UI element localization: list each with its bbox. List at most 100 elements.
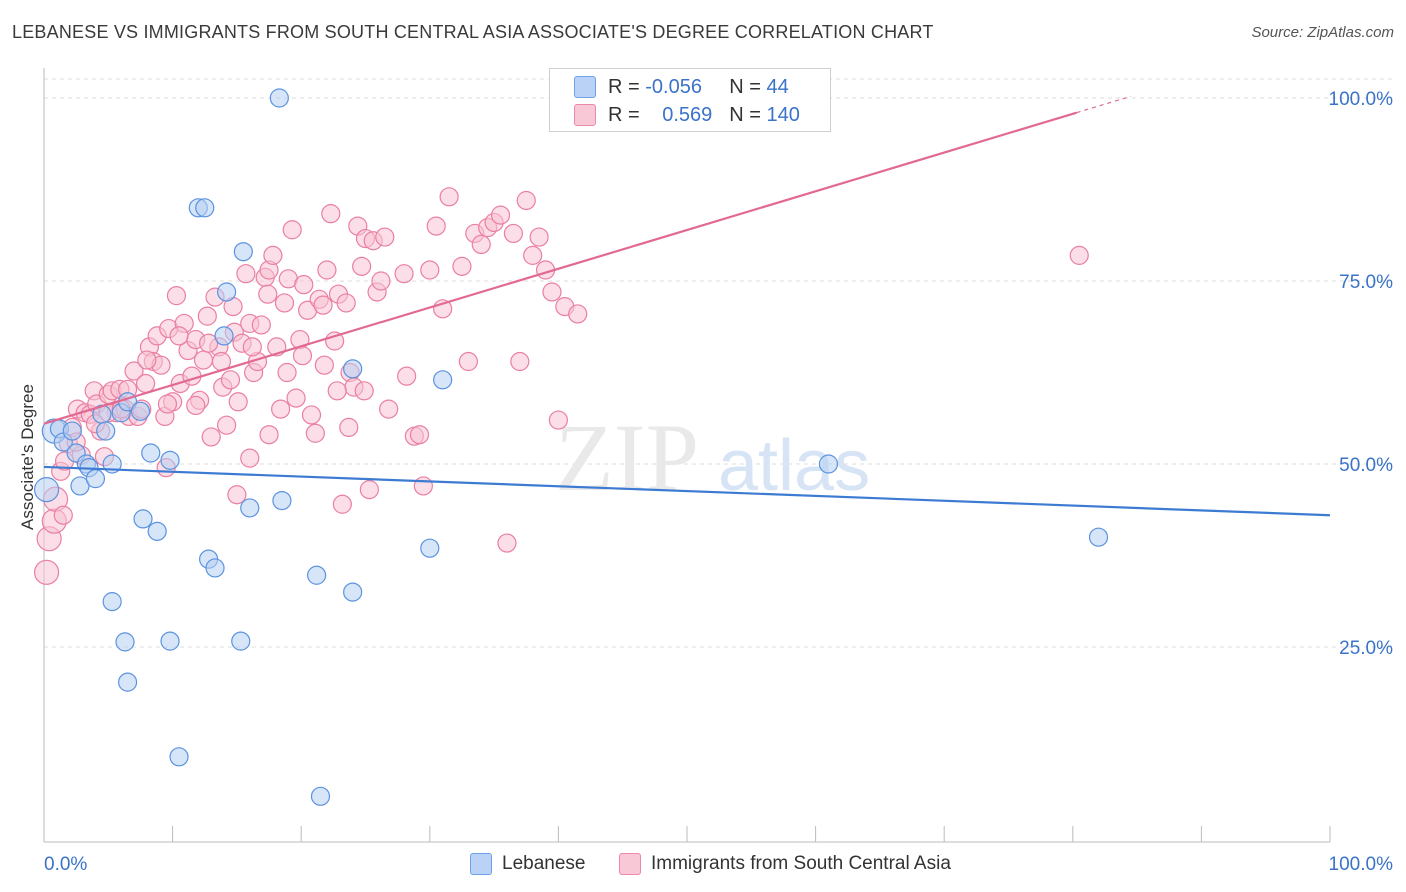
series-points bbox=[33, 88, 1109, 806]
data-point bbox=[274, 293, 295, 313]
bottom-legend-south-central-asia: Immigrants from South Central Asia bbox=[619, 852, 951, 876]
data-point bbox=[277, 362, 297, 383]
data-point bbox=[314, 355, 334, 375]
watermark: ZIP atlas bbox=[555, 404, 870, 511]
n-label: N = bbox=[729, 75, 761, 98]
data-point bbox=[160, 450, 180, 470]
chart-title: LEBANESE VS IMMIGRANTS FROM SOUTH CENTRA… bbox=[12, 22, 934, 42]
data-point bbox=[516, 190, 536, 211]
r-label: R = bbox=[608, 75, 640, 98]
correlation-legend: R = -0.056 N = 44 R = 0.569 N = 140 bbox=[549, 68, 831, 132]
data-point bbox=[354, 381, 374, 401]
data-point bbox=[321, 204, 341, 224]
trend-line-south-central-asia bbox=[43, 111, 1077, 425]
y-tick-label: 75.0% bbox=[1339, 272, 1393, 293]
data-point bbox=[236, 264, 256, 284]
data-point bbox=[186, 395, 206, 416]
r-label: R = bbox=[608, 103, 640, 126]
data-point bbox=[166, 286, 187, 306]
data-point bbox=[242, 337, 262, 357]
data-point bbox=[220, 370, 241, 390]
data-point bbox=[343, 582, 363, 602]
data-point bbox=[471, 234, 491, 254]
trend-line-extension bbox=[1076, 95, 1131, 114]
data-point bbox=[217, 415, 237, 435]
data-point bbox=[195, 198, 215, 218]
x-tick-label-left: 0.0% bbox=[44, 854, 87, 875]
data-point bbox=[529, 227, 549, 247]
data-point bbox=[231, 631, 251, 651]
data-point bbox=[420, 538, 440, 558]
bottom-legend-label-south-central-asia: Immigrants from South Central Asia bbox=[651, 853, 951, 874]
data-point bbox=[359, 480, 379, 500]
data-point bbox=[336, 293, 356, 313]
data-point bbox=[452, 256, 472, 276]
series-points bbox=[33, 187, 1089, 585]
data-point bbox=[343, 359, 363, 379]
data-point bbox=[141, 443, 161, 463]
data-point bbox=[269, 88, 289, 108]
data-point bbox=[217, 282, 237, 302]
data-point bbox=[258, 284, 278, 304]
data-point bbox=[124, 361, 144, 381]
data-point bbox=[458, 351, 478, 372]
data-point bbox=[307, 565, 327, 585]
data-point bbox=[818, 454, 839, 474]
data-point bbox=[375, 227, 395, 247]
data-point bbox=[96, 421, 116, 441]
data-point bbox=[379, 399, 399, 419]
bottom-swatch-south-central-asia bbox=[619, 853, 641, 875]
data-point bbox=[169, 326, 189, 346]
data-point bbox=[426, 216, 446, 236]
data-point bbox=[439, 187, 459, 207]
data-point bbox=[251, 315, 271, 335]
data-point bbox=[160, 631, 180, 651]
data-point bbox=[397, 366, 417, 386]
data-point bbox=[305, 423, 325, 443]
data-point bbox=[510, 351, 530, 372]
data-point bbox=[263, 245, 283, 265]
data-point bbox=[271, 399, 291, 419]
data-point bbox=[327, 381, 347, 401]
data-point bbox=[199, 333, 219, 353]
data-point bbox=[332, 494, 352, 514]
data-point bbox=[169, 747, 189, 767]
data-point bbox=[352, 256, 372, 276]
data-point bbox=[130, 401, 151, 421]
legend-row-lebanese: R = -0.056 N = 44 bbox=[574, 75, 789, 99]
data-point bbox=[228, 392, 248, 412]
data-point bbox=[497, 533, 517, 553]
data-point bbox=[147, 521, 167, 541]
data-point bbox=[117, 672, 138, 692]
data-point bbox=[409, 425, 430, 445]
trend-line-lebanese bbox=[43, 465, 1331, 517]
source-label: Source: ZipAtlas.com bbox=[1251, 24, 1394, 41]
data-point bbox=[157, 394, 178, 414]
data-point bbox=[413, 476, 433, 496]
data-point bbox=[133, 509, 153, 529]
legend-row-south-central-asia: R = 0.569 N = 140 bbox=[574, 103, 800, 127]
data-point bbox=[1069, 245, 1089, 265]
data-point bbox=[214, 326, 234, 346]
legend-swatch-south-central-asia bbox=[574, 104, 596, 126]
data-point bbox=[193, 350, 214, 370]
data-point bbox=[294, 275, 314, 295]
data-point bbox=[313, 295, 333, 315]
data-point bbox=[115, 632, 135, 652]
data-point bbox=[85, 469, 106, 489]
data-point bbox=[292, 346, 313, 366]
n-label: N = bbox=[729, 103, 761, 126]
data-point bbox=[201, 427, 221, 447]
data-point bbox=[339, 417, 359, 437]
data-point bbox=[102, 592, 122, 612]
trend-lines bbox=[43, 95, 1331, 517]
y-tick-label: 25.0% bbox=[1339, 638, 1393, 659]
data-point bbox=[301, 405, 322, 425]
x-tick-label-right: 100.0% bbox=[1329, 854, 1394, 875]
axes bbox=[43, 68, 1331, 843]
data-point bbox=[62, 421, 82, 441]
data-point bbox=[272, 491, 292, 511]
y-tick-label: 100.0% bbox=[1329, 89, 1394, 110]
data-point bbox=[197, 306, 217, 326]
data-point bbox=[53, 505, 73, 525]
